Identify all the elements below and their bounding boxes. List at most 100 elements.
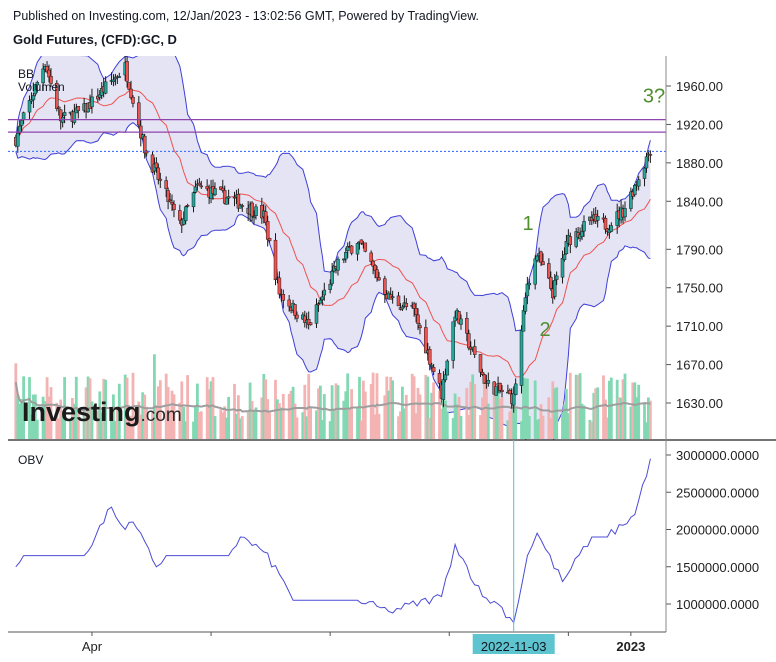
candlestick bbox=[16, 126, 20, 153]
volume-bar bbox=[362, 380, 365, 439]
candle-body bbox=[125, 61, 129, 82]
candlestick bbox=[295, 311, 299, 323]
candlestick bbox=[603, 215, 608, 234]
volume-bar bbox=[264, 379, 268, 439]
candle-body bbox=[377, 277, 381, 281]
candle-body bbox=[527, 282, 532, 286]
volume-bar bbox=[567, 413, 570, 439]
candle-body bbox=[414, 308, 418, 315]
volume-bar bbox=[252, 410, 256, 439]
candle-body bbox=[511, 393, 516, 406]
candlestick bbox=[267, 237, 272, 243]
volume-bar bbox=[350, 389, 353, 439]
candle-body bbox=[549, 276, 553, 289]
volume-bar bbox=[14, 363, 18, 439]
volume-bar bbox=[63, 377, 66, 439]
volume-bar bbox=[262, 374, 266, 439]
candle-body bbox=[267, 237, 272, 241]
candlestick bbox=[144, 150, 149, 157]
candle-body bbox=[156, 167, 161, 180]
volume-bar bbox=[561, 412, 564, 439]
volume-bar bbox=[481, 397, 484, 439]
volume-bar bbox=[235, 413, 238, 439]
volume-bar bbox=[512, 400, 516, 439]
candle-body bbox=[320, 296, 325, 300]
price-axis-label: 1710.00 bbox=[676, 319, 723, 334]
volume-bar bbox=[404, 394, 408, 439]
volume-bar bbox=[22, 376, 25, 439]
candlestick bbox=[437, 369, 442, 389]
volume-bar bbox=[494, 387, 498, 439]
price-axis-label: 1920.00 bbox=[676, 117, 723, 132]
volume-bar bbox=[588, 419, 592, 439]
volume-bar bbox=[281, 394, 285, 439]
candle-body bbox=[582, 221, 586, 232]
volume-bar bbox=[172, 394, 176, 439]
candle-body bbox=[131, 96, 135, 104]
volume-bar bbox=[549, 418, 553, 439]
candle-body bbox=[293, 304, 297, 316]
candle-body bbox=[359, 239, 364, 244]
volume-bar bbox=[342, 400, 346, 439]
candle-body bbox=[183, 206, 188, 222]
candle-body bbox=[437, 373, 442, 384]
candle-body bbox=[328, 283, 332, 290]
candle-body bbox=[224, 197, 229, 205]
candlestick bbox=[459, 314, 463, 330]
candle-body bbox=[90, 96, 94, 108]
price-axis-label: 1630.00 bbox=[676, 396, 723, 411]
volume-bar bbox=[356, 407, 359, 439]
volume-bar bbox=[182, 407, 186, 439]
volume-bar bbox=[145, 406, 148, 439]
wave-label: 1 bbox=[522, 213, 533, 235]
candlestick bbox=[547, 258, 551, 280]
candlestick bbox=[137, 96, 141, 129]
volume-bar bbox=[617, 397, 621, 439]
volume-bar bbox=[170, 390, 174, 439]
volume-bar bbox=[158, 380, 162, 439]
candlestick bbox=[552, 274, 557, 300]
volume-bar bbox=[319, 385, 322, 439]
candle-body bbox=[129, 88, 133, 99]
price-axis-label: 1750.00 bbox=[676, 281, 723, 296]
volume-bar bbox=[61, 415, 65, 439]
volume-bar bbox=[410, 373, 414, 439]
candle-body bbox=[375, 269, 379, 279]
volume-bar bbox=[143, 394, 147, 439]
candle-body bbox=[281, 294, 286, 301]
candle-body bbox=[498, 382, 502, 391]
candlestick bbox=[523, 292, 528, 315]
candlestick bbox=[562, 247, 567, 262]
candlestick bbox=[636, 176, 641, 191]
candlestick bbox=[164, 176, 168, 198]
candle-body bbox=[467, 333, 471, 349]
volume-bar bbox=[596, 387, 600, 439]
volume-bar bbox=[295, 417, 299, 439]
candlestick bbox=[55, 80, 59, 112]
candlestick bbox=[27, 95, 32, 120]
candlestick bbox=[564, 234, 569, 255]
candlestick bbox=[328, 279, 332, 294]
volume-bar bbox=[375, 373, 379, 439]
volume-bar bbox=[500, 397, 504, 439]
candle-body bbox=[254, 206, 258, 216]
volume-bar bbox=[322, 394, 326, 439]
volume-bar bbox=[305, 416, 309, 439]
volume-bar bbox=[223, 406, 227, 439]
obv-axis-label: 2500000.0000 bbox=[676, 485, 759, 500]
volume-bar bbox=[555, 387, 559, 439]
candle-body bbox=[295, 314, 299, 319]
volume-bar bbox=[426, 376, 430, 439]
candle-body bbox=[554, 275, 559, 280]
candlestick bbox=[281, 289, 286, 309]
investing-logo: Investing.com bbox=[22, 397, 182, 427]
volume-bar bbox=[59, 399, 63, 439]
volume-bar bbox=[619, 397, 623, 439]
volume-bar bbox=[90, 401, 94, 439]
volume-bar bbox=[30, 414, 33, 439]
candle-body bbox=[404, 302, 409, 307]
obv-axis-label: 1500000.0000 bbox=[676, 560, 759, 575]
volume-bar bbox=[84, 387, 88, 439]
candle-body bbox=[552, 280, 557, 297]
